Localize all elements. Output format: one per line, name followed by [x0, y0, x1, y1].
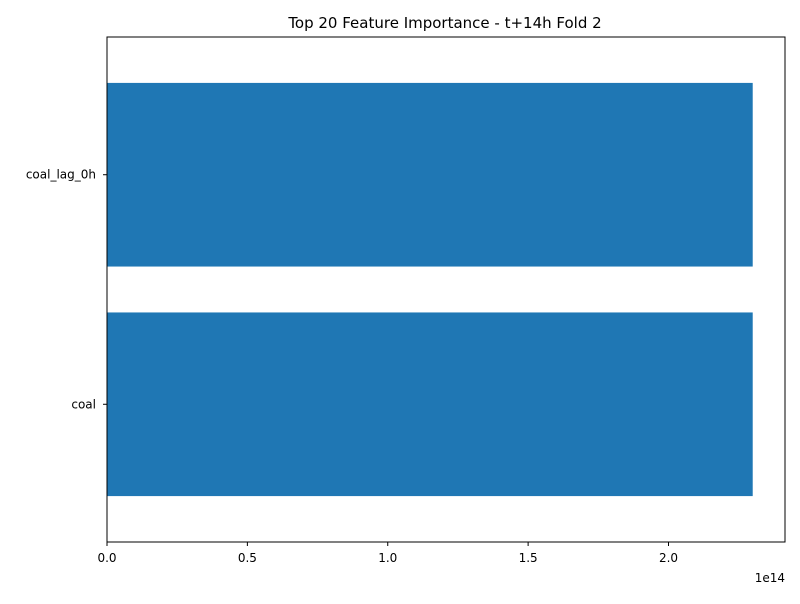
y-tick-label: coal_lag_0h: [26, 168, 96, 182]
chart-title: Top 20 Feature Importance - t+14h Fold 2: [287, 14, 601, 32]
bars-layer: [107, 82, 753, 497]
axes-frame: [106, 36, 786, 543]
x-axis-offset-label: 1e14: [755, 571, 785, 585]
x-tick-label: 0.5: [238, 551, 257, 565]
bar-coal-lag-0h: [107, 82, 753, 267]
x-tick-label: 2.0: [659, 551, 678, 565]
x-tick-label: 1.0: [378, 551, 397, 565]
y-tick-label: coal: [71, 397, 96, 411]
bar-coal: [107, 312, 753, 497]
x-tick-label: 1.5: [519, 551, 538, 565]
x-tick-label: 0.0: [97, 551, 116, 565]
